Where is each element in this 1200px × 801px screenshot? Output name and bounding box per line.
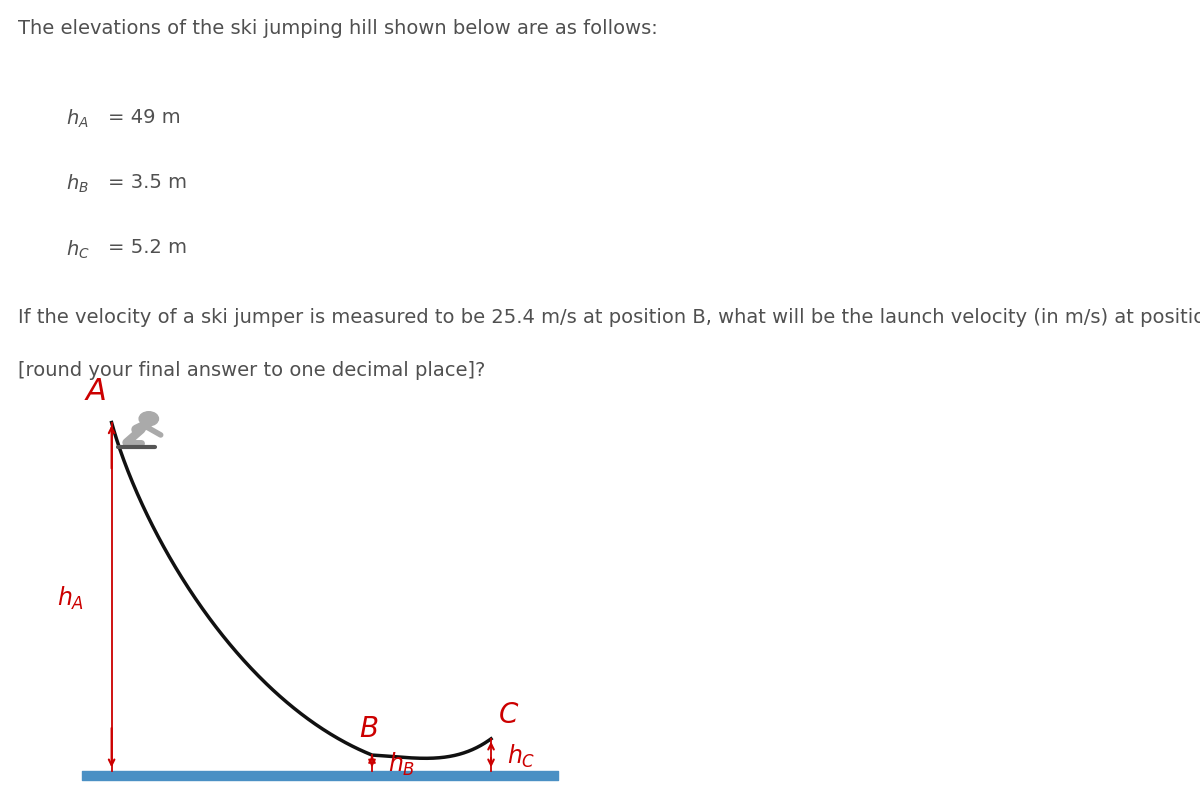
Text: $C$: $C$ — [498, 701, 520, 729]
Text: = 49 m: = 49 m — [108, 107, 181, 127]
Text: [round your final answer to one decimal place]?: [round your final answer to one decimal … — [18, 361, 485, 380]
Text: $A$: $A$ — [84, 377, 107, 406]
Text: $h_A$: $h_A$ — [58, 585, 84, 612]
Circle shape — [139, 412, 158, 426]
Text: $h_C$: $h_C$ — [66, 239, 90, 260]
Text: = 3.5 m: = 3.5 m — [108, 173, 187, 192]
Text: $h_B$: $h_B$ — [389, 751, 415, 778]
Text: $h_C$: $h_C$ — [508, 743, 536, 770]
Text: = 5.2 m: = 5.2 m — [108, 239, 187, 257]
Text: $h_A$: $h_A$ — [66, 107, 89, 130]
Text: If the velocity of a ski jumper is measured to be 25.4 m/s at position B, what w: If the velocity of a ski jumper is measu… — [18, 308, 1200, 327]
Text: The elevations of the ski jumping hill shown below are as follows:: The elevations of the ski jumping hill s… — [18, 19, 658, 38]
Text: $h_B$: $h_B$ — [66, 173, 89, 195]
Text: $B$: $B$ — [359, 715, 378, 743]
